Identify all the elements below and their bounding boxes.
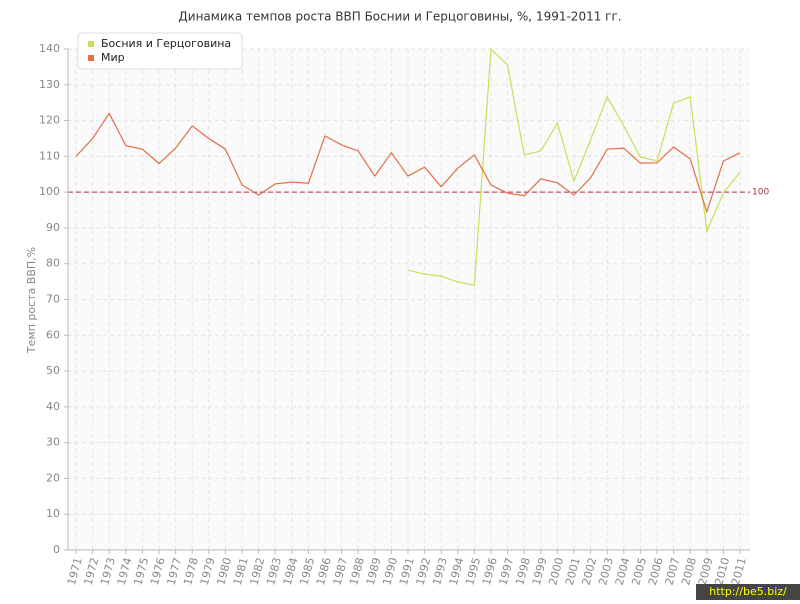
- watermark-bg: [696, 584, 800, 600]
- y-axis-label: Темп роста ВВП,%: [25, 247, 38, 354]
- legend-label: Мир: [101, 51, 125, 64]
- y-tick-label: 120: [39, 114, 60, 127]
- legend-swatch: [88, 55, 94, 61]
- y-tick-label: 100: [39, 185, 60, 198]
- plot-area: [68, 49, 750, 550]
- chart-title: Динамика темпов роста ВВП Боснии и Герцо…: [178, 10, 621, 24]
- y-tick-label: 0: [53, 543, 60, 556]
- plot: 100: [68, 47, 769, 286]
- y-tick-label: 40: [46, 400, 60, 413]
- y-tick-label: 30: [46, 436, 60, 449]
- y-tick-label: 80: [46, 257, 60, 270]
- y-tick-label: 10: [46, 507, 60, 520]
- y-tick-label: 110: [39, 149, 60, 162]
- series-line: [407, 47, 741, 286]
- y-tick-label: 140: [39, 42, 60, 55]
- y-tick-label: 20: [46, 471, 60, 484]
- y-tick-label: 130: [39, 78, 60, 91]
- legend-swatch: [88, 41, 94, 47]
- legend: [77, 32, 243, 70]
- reference-label: 100: [752, 188, 769, 198]
- legend-label: Босния и Герцоговина: [101, 37, 231, 50]
- y-tick-label: 90: [46, 221, 60, 234]
- y-tick-label: 60: [46, 328, 60, 341]
- y-tick-label: 50: [46, 364, 60, 377]
- watermark: http://be5.biz/: [709, 585, 787, 598]
- y-tick-label: 70: [46, 293, 60, 306]
- x-tick-label: 2011: [729, 556, 749, 586]
- series-line: [75, 112, 741, 214]
